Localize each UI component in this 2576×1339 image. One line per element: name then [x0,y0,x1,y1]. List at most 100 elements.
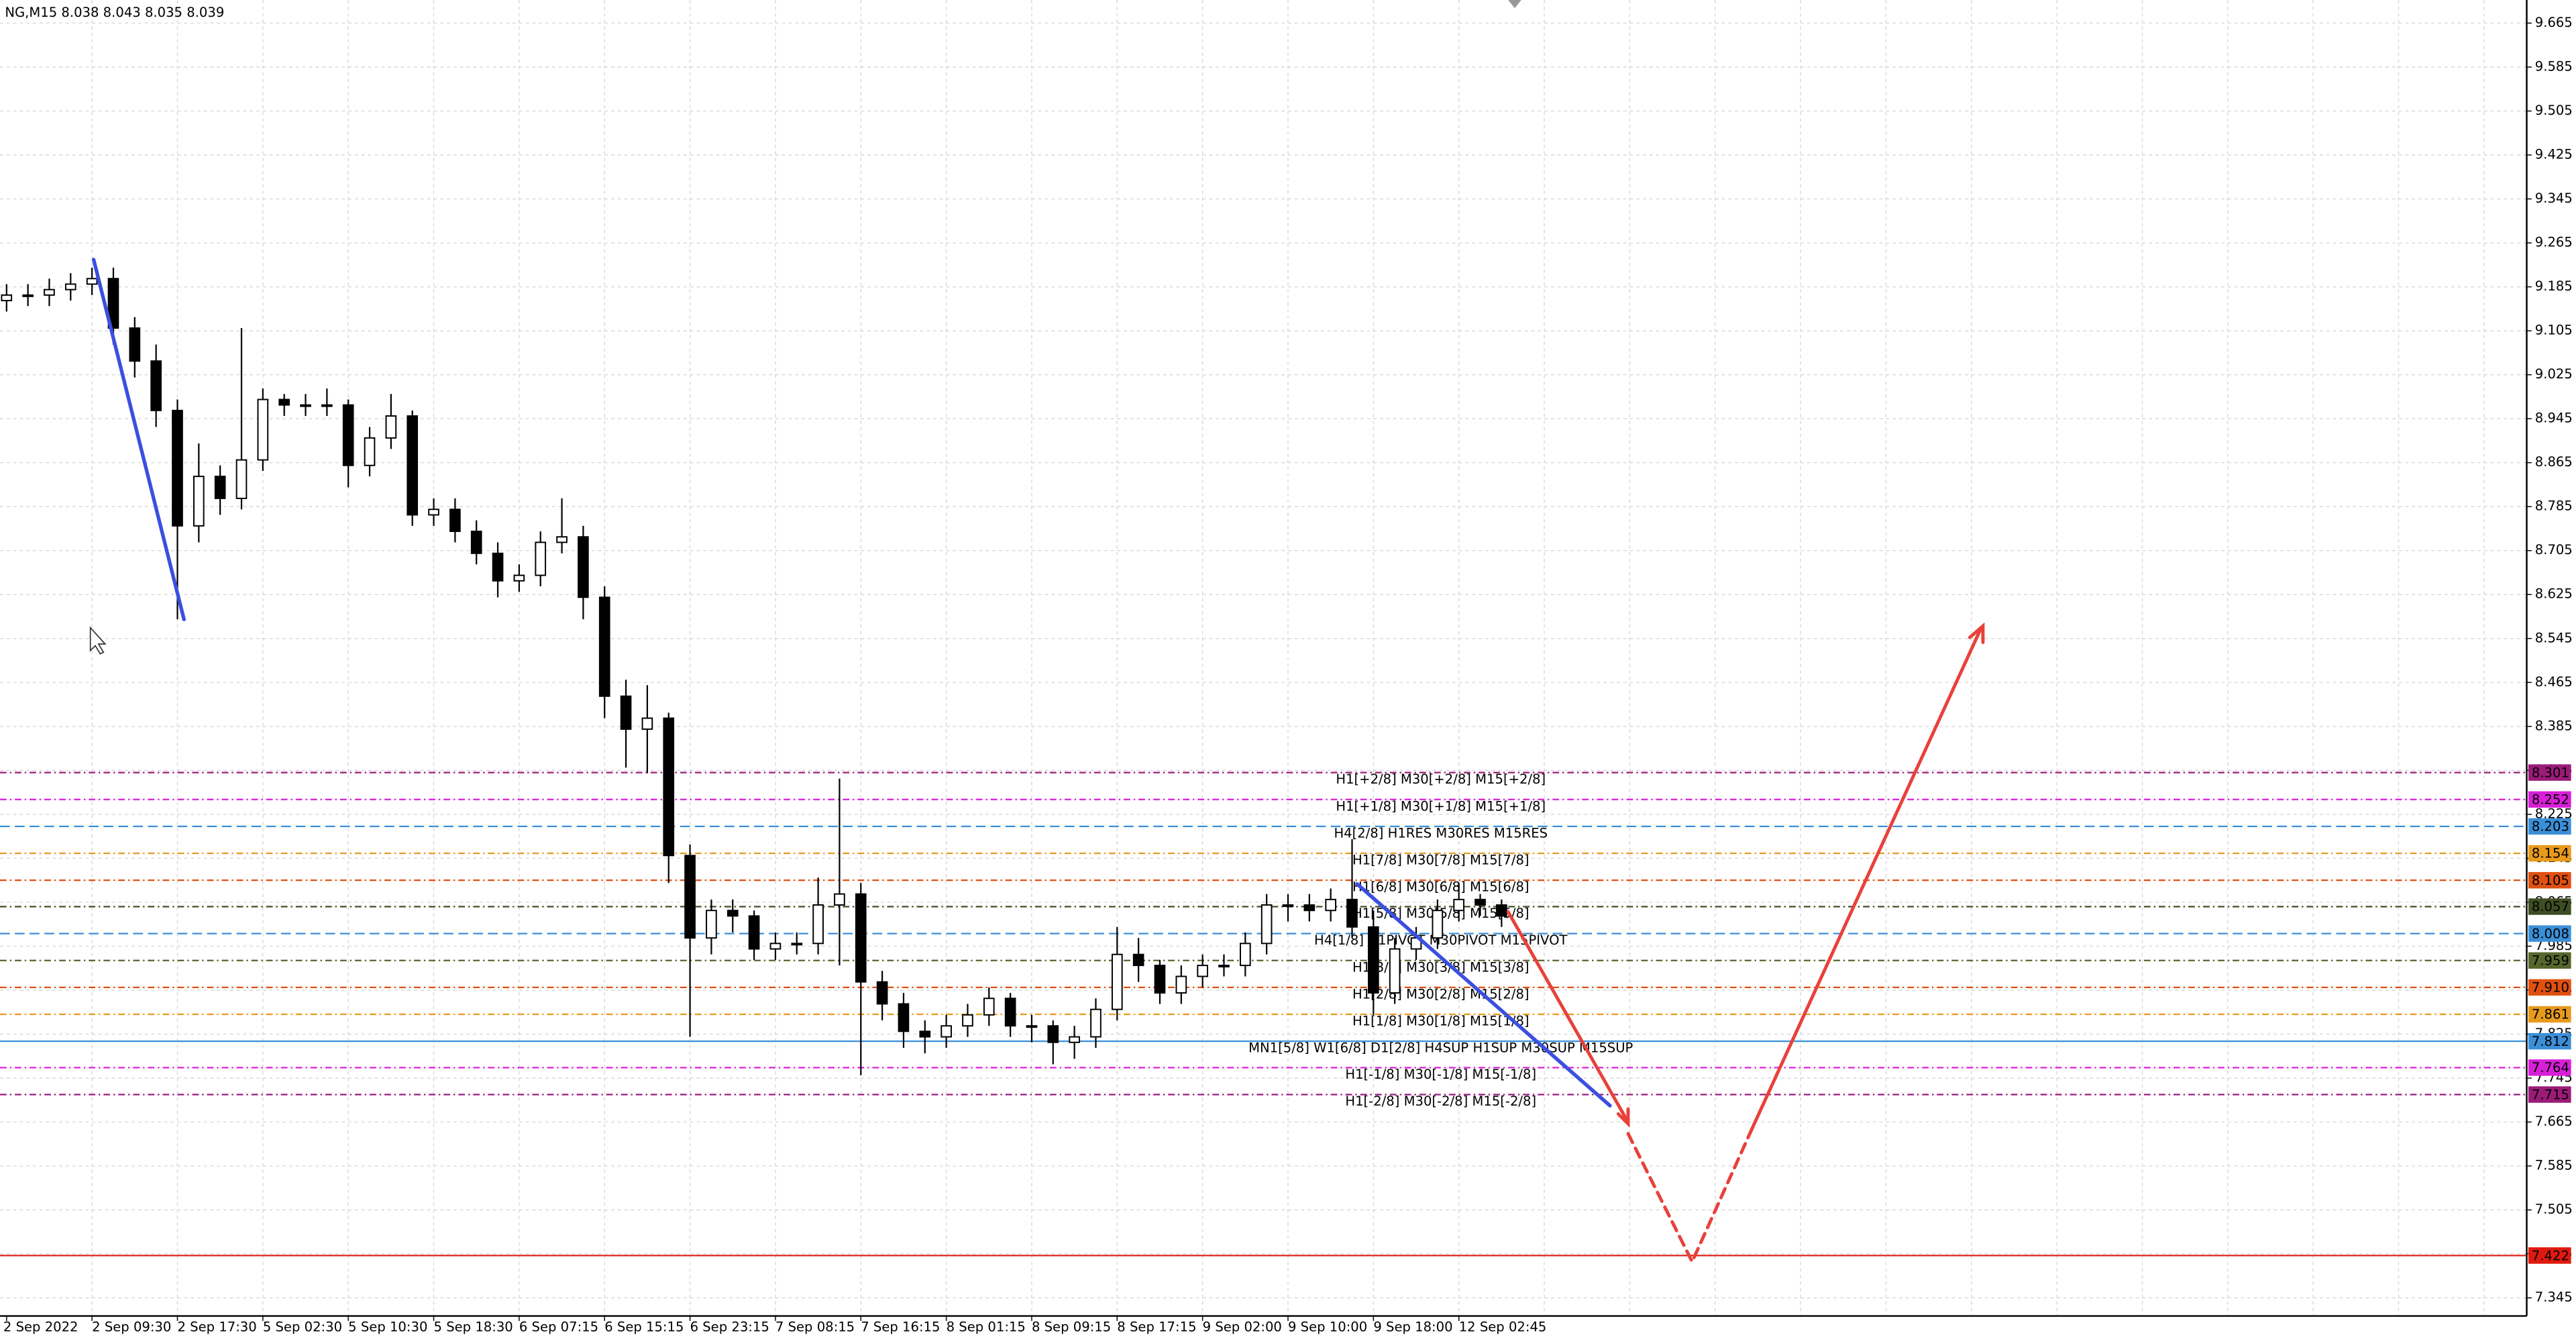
y-tick-label: 8.225 [2535,806,2573,821]
candle-body [428,508,439,516]
x-tick-label: 5 Sep 10:30 [348,1319,427,1334]
price-tags: 8.301 8.252 8.203 8.154 8.105 8.057 8.008 7.959… [2528,764,2571,1264]
price-tag-label: 8.105 [2532,873,2569,888]
candle-body [1175,975,1187,994]
drawings [91,258,1985,1266]
candle-body [1218,965,1230,968]
price-tag [2528,1006,2571,1023]
shift-marker [1508,0,1521,9]
x-tick-label: 6 Sep 07:15 [519,1319,598,1334]
candle-body [1,294,13,302]
x-tick-label: 6 Sep 23:15 [690,1319,769,1334]
price-tag [2528,979,2571,996]
candle-body [107,278,119,329]
candle-body [1474,898,1486,906]
y-tick-label: 8.865 [2535,454,2573,470]
candle-body [983,998,995,1016]
price-tag-label: 7.910 [2532,980,2569,996]
candle-body [578,536,589,598]
candle-body [513,574,525,582]
candle-body [1496,904,1507,917]
price-tag [2528,845,2571,862]
price-tag [2528,791,2571,808]
y-tick-label: 9.345 [2535,191,2573,206]
y-tick-label: 8.705 [2535,542,2573,557]
level-label: H1[1/8] M30[1/8] M15[1/8] [1352,1014,1529,1029]
y-tick-label: 7.585 [2535,1158,2573,1173]
candle-body [1154,965,1166,994]
price-tag-label: 7.959 [2532,953,2569,968]
candle-body [1346,898,1358,928]
candle-body [620,695,632,730]
candle-body [1389,948,1401,994]
candle-body [535,541,547,576]
price-tag [2528,898,2571,915]
candle-body [962,1014,973,1027]
x-tick-label: 8 Sep 01:15 [947,1319,1026,1334]
candle-body [919,1030,931,1038]
candle-body [769,943,782,950]
y-tick-label: 9.105 [2535,323,2573,338]
y-tick-label: 7.505 [2535,1201,2573,1217]
x-tick-label: 7 Sep 08:15 [775,1319,855,1334]
candle-body [1026,1025,1038,1028]
level-label: H4[2/8] H1RES M30RES M15RES [1334,825,1548,841]
candle-body [706,910,717,939]
price-tag [2528,1032,2571,1050]
x-tick-label: 2 Sep 09:30 [92,1319,171,1334]
price-tag-label: 8.154 [2532,846,2569,861]
price-tag-label: 7.422 [2532,1248,2569,1263]
candle-body [1047,1025,1059,1043]
candle-body [898,1003,910,1032]
candle-body [641,717,653,730]
price-tag-label: 7.764 [2532,1060,2569,1075]
level-label: H1[+2/8] M30[+2/8] M15[+2/8] [1336,771,1546,787]
x-tick-label: 5 Sep 02:30 [263,1319,342,1334]
arrow-head [1616,1107,1630,1128]
candles [1,267,1507,1075]
y-tick-label: 8.625 [2535,586,2573,602]
candle-body [235,459,248,499]
y-tick-label: 8.465 [2535,674,2573,690]
x-tick-label: 2 Sep 2022 [3,1319,78,1334]
candle-body [193,476,205,527]
x-tick-label: 5 Sep 18:30 [434,1319,513,1334]
candle-body [214,476,226,499]
price-tag [2528,925,2571,942]
x-tick-label: 9 Sep 02:00 [1203,1319,1282,1334]
mouse-cursor [89,626,107,655]
candle-body [941,1025,952,1038]
forecast-dashed [1626,1128,1754,1266]
price-tag-label: 8.301 [2532,765,2569,780]
candle-body [129,327,141,362]
candle-body [492,552,504,582]
level-label: H1[-1/8] M30[-1/8] M15[-1/8] [1345,1067,1536,1082]
price-tag-label: 7.812 [2532,1034,2569,1049]
price-tag [2528,818,2571,835]
y-tick-label: 7.665 [2535,1114,2573,1129]
forecast-arrow [1506,910,1630,1124]
trend-line [1355,881,1612,1108]
candle-body [1004,998,1016,1027]
candle-body [172,409,183,527]
candle-body [748,915,760,950]
candle-body [876,981,888,1005]
chart-title: NG,M15 8.038 8.043 8.035 8.039 [5,5,224,20]
candle-body [278,398,290,406]
y-tick-label: 9.185 [2535,278,2573,294]
price-tag-label: 8.057 [2532,899,2569,914]
x-tick-label: 6 Sep 15:15 [604,1319,684,1334]
y-tick-label: 8.785 [2535,498,2573,514]
candle-body [321,404,333,407]
candle-body [556,536,568,543]
candle-body [1453,898,1465,912]
candle-body [300,404,311,407]
candle-body [684,855,696,939]
x-tick-label: 12 Sep 02:45 [1459,1319,1547,1334]
candle-body [150,360,162,411]
forecast-arrow [1750,626,1983,1132]
candle-body [449,508,461,533]
candle-body [1197,965,1208,977]
candle-body [1260,904,1273,945]
